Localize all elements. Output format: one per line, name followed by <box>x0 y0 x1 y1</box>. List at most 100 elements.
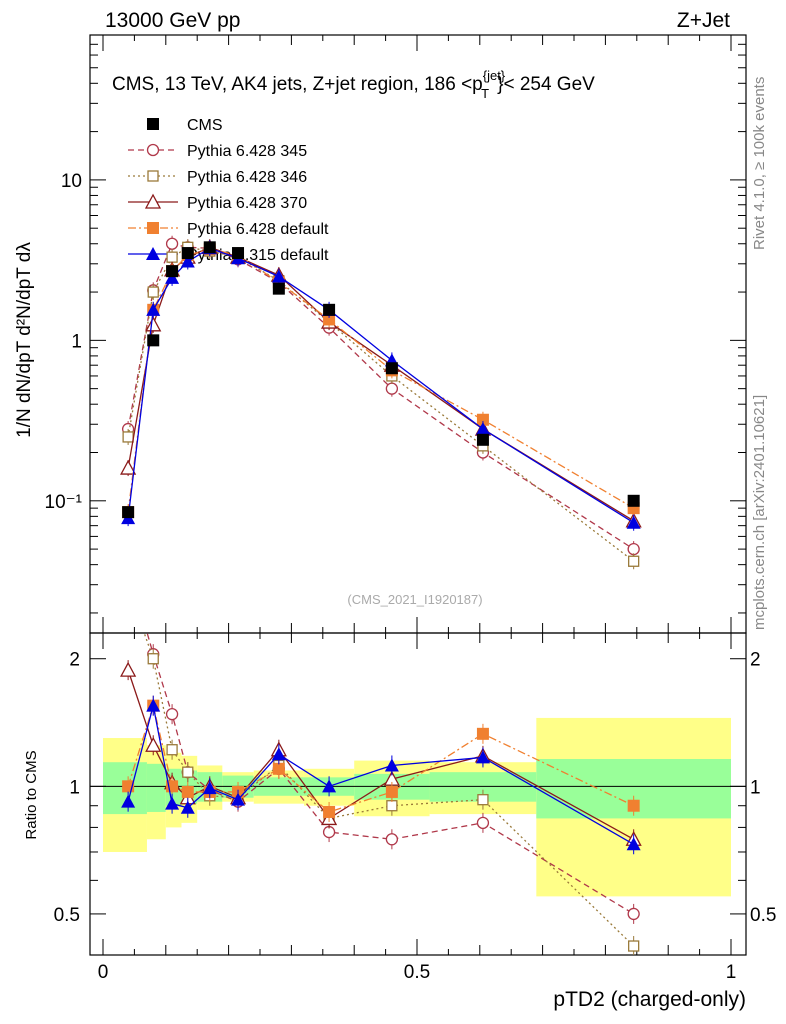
header-left: 13000 GeV pp <box>105 9 240 32</box>
legend-marker <box>146 247 160 260</box>
series-point-3 <box>323 313 336 326</box>
ratio-series-group <box>120 561 642 955</box>
header-right: Z+Jet <box>677 9 730 32</box>
cms-point <box>272 282 285 295</box>
ratio-band-inner <box>146 763 166 812</box>
ratio-point-4 <box>322 779 337 793</box>
legend-label: Pythia 6.428 346 <box>187 169 307 186</box>
ratio-point-4 <box>626 837 641 851</box>
series-point-0 <box>165 237 179 250</box>
ratio-point-1 <box>628 940 640 952</box>
ratio-y-tick-label-right: 2 <box>750 650 761 671</box>
x-label: pTD2 (charged-only) <box>553 988 746 1011</box>
ratio-point-0 <box>476 816 490 830</box>
ratio-point-3 <box>476 727 489 740</box>
ratio-point-3 <box>181 785 194 798</box>
main-y-tick-label: 10⁻¹ <box>45 492 83 513</box>
legend-marker <box>144 193 162 209</box>
series-point-1 <box>628 555 640 567</box>
side-text-top: Rivet 4.1.0, ≥ 100k events <box>751 77 768 250</box>
series-point-4 <box>475 422 490 436</box>
ratio-point-0 <box>165 708 179 721</box>
ratio-point-1 <box>147 653 159 665</box>
legend-marker <box>147 118 159 130</box>
legend-label: Pythia 6.428 370 <box>187 195 307 212</box>
cms-point <box>147 334 160 347</box>
main-title-sub: T <box>481 86 489 101</box>
y-label-ratio: Ratio to CMS <box>23 750 40 839</box>
legend-marker <box>147 170 159 182</box>
ratio-point-0 <box>385 833 399 846</box>
series-point-4 <box>165 270 180 284</box>
main-title: CMS, 13 TeV, AK4 jets, Z+jet region, 186… <box>112 68 595 101</box>
watermark: (CMS_2021_I1920187) <box>347 592 482 607</box>
ratio-point-0 <box>627 907 640 921</box>
legend-label: CMS <box>187 117 223 134</box>
x-tick-label: 0.5 <box>404 962 430 983</box>
series-point-1 <box>166 251 178 263</box>
series-line-0 <box>127 242 635 550</box>
ratio-point-4 <box>384 758 399 772</box>
ratio-line-3 <box>127 703 634 813</box>
ratio-point-4 <box>146 698 161 712</box>
ratio-y-tick-label-left: 1 <box>69 777 80 798</box>
series-point-4 <box>146 302 161 316</box>
cms-point <box>627 494 640 507</box>
main-title-end: }< 254 GeV <box>497 74 595 95</box>
ratio-point-3 <box>272 762 285 775</box>
series-point-0 <box>627 542 640 556</box>
ratio-point-4 <box>475 750 490 764</box>
main-title-text: CMS, 13 TeV, AK4 jets, Z+jet region, 186… <box>112 74 483 95</box>
ratio-point-1 <box>123 582 133 592</box>
main-series-group <box>120 235 642 570</box>
cms-point <box>122 506 135 519</box>
main-title-sup: {jet} <box>483 68 506 83</box>
ratio-axes-box <box>89 632 747 956</box>
ratio-y-tick-label-right: 1 <box>750 777 761 798</box>
series-line-3 <box>127 248 634 513</box>
series-point-4 <box>180 254 195 268</box>
series-line-4 <box>127 247 635 524</box>
y-label-main: 1/N dN/dpT d²N/dpT dλ <box>14 242 35 438</box>
series-point-1 <box>122 431 134 443</box>
series-point-1 <box>147 286 159 298</box>
ratio-point-1 <box>182 766 194 778</box>
ratio-point-4 <box>180 800 195 814</box>
ratio-point-4 <box>231 792 246 806</box>
ratio-point-3 <box>385 785 398 798</box>
ratio-point-2 <box>120 661 137 677</box>
series-point-3 <box>476 413 489 426</box>
series-point-2 <box>120 459 137 475</box>
series-point-4 <box>626 515 641 529</box>
series-line-2 <box>127 246 634 522</box>
cms-point <box>323 303 336 316</box>
cms-point <box>166 265 179 278</box>
cms-point <box>181 247 194 260</box>
series-point-0 <box>385 382 399 395</box>
series-point-2 <box>145 316 162 332</box>
main-y-tick-label: 1 <box>71 331 82 352</box>
cms-point <box>203 241 216 254</box>
ratio-point-4 <box>165 796 180 810</box>
x-tick-label: 0 <box>98 962 109 983</box>
ratio-point-4 <box>202 781 217 795</box>
ratio-point-3 <box>122 780 135 793</box>
x-tick-label: 1 <box>726 962 737 983</box>
cms-point <box>232 247 245 260</box>
svg-text:CMS, 13 TeV, AK4 jets, Z+jet r: CMS, 13 TeV, AK4 jets, Z+jet region, 186… <box>112 68 595 101</box>
ratio-point-2 <box>145 736 162 752</box>
legend-marker <box>146 143 160 157</box>
ratio-point-1 <box>477 794 489 806</box>
cms-point <box>476 433 489 446</box>
ratio-y-tick-label-left: 0.5 <box>54 905 80 926</box>
ratio-point-0 <box>123 561 134 572</box>
legend: CMS Pythia 6.428 345 Pythia 6.428 346 Pythi… <box>128 117 329 264</box>
cms-point <box>385 362 398 375</box>
ratio-plot-frame: 0.5 0.5 1 1 2 2 0 0.5 1 <box>54 632 776 983</box>
main-y-tick-label: 10 <box>61 171 82 192</box>
series-point-4 <box>271 269 286 283</box>
ratio-point-4 <box>271 747 286 761</box>
ratio-point-1 <box>166 744 178 756</box>
ratio-y-tick-label-right: 0.5 <box>750 905 776 926</box>
